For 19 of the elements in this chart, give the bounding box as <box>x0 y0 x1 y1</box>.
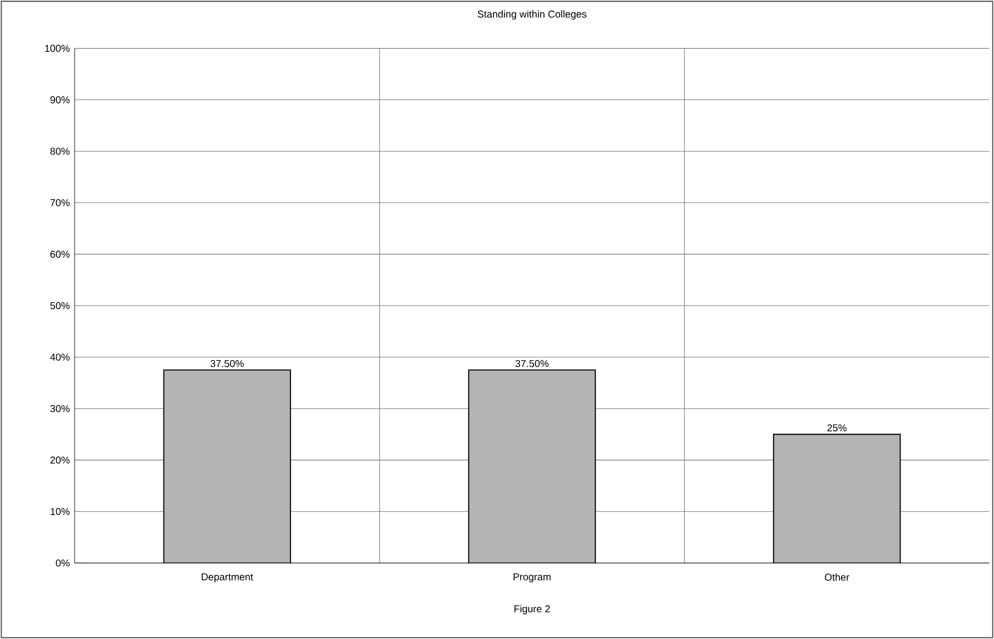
data-label: 25% <box>827 424 847 432</box>
x-tick-label: Other <box>824 573 850 581</box>
y-tick-label: 30% <box>50 405 70 412</box>
y-tick-label: 20% <box>50 456 70 464</box>
x-tick-label: Program <box>514 573 551 582</box>
y-tick-label: 40% <box>50 354 70 361</box>
y-tick-label: 90% <box>50 96 70 104</box>
y-tick-label: 70% <box>50 199 70 206</box>
y-tick-label: 60% <box>50 250 70 258</box>
chart-title: Standing within Colleges <box>478 10 586 20</box>
y-tick-label: 50% <box>50 302 70 310</box>
caption: Figure 2 <box>514 605 550 614</box>
data-label: 37.50% <box>515 360 549 368</box>
y-tick-label: 100% <box>45 44 70 52</box>
x-tick-label: Department <box>202 573 254 582</box>
y-tick-label: 80% <box>50 148 70 155</box>
y-tick-label: 0% <box>56 559 70 567</box>
data-label: 37.50% <box>210 360 244 368</box>
y-tick-label: 10% <box>50 508 70 516</box>
